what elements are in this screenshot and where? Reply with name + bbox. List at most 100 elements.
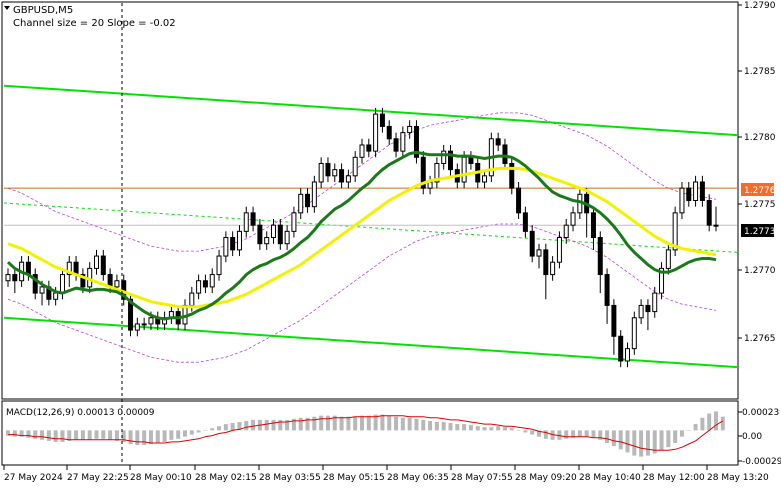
candlestick-series[interactable] [5, 107, 719, 368]
candle-body [271, 224, 276, 239]
candle-body [413, 125, 419, 158]
macd-bar [428, 420, 433, 431]
time-tick: 28 May 12:00 [643, 473, 705, 483]
macd-bar [271, 419, 276, 431]
macd-bar [251, 419, 256, 431]
channel-lower-line [3, 316, 738, 369]
candle-body [250, 212, 256, 226]
time-tick: 28 May 07:55 [451, 473, 513, 483]
candle-body [100, 255, 106, 276]
macd-bar [353, 416, 358, 431]
macd-bar [407, 417, 412, 431]
candle [625, 342, 630, 368]
candle [652, 286, 658, 318]
candle-body [645, 304, 651, 313]
dropdown-arrow-icon[interactable] [4, 6, 10, 10]
macd-bar [12, 430, 17, 437]
candle-body [128, 298, 134, 331]
macd-bar [26, 430, 31, 438]
macd-bar [121, 430, 126, 442]
candle-body [482, 175, 488, 183]
candle [529, 225, 535, 263]
candle [665, 243, 671, 275]
candle-body [373, 113, 379, 152]
candle [5, 268, 11, 287]
macd-bar [448, 423, 453, 431]
macd-bar [169, 430, 174, 440]
macd-bar [210, 428, 215, 431]
macd-bar [203, 430, 208, 431]
candle [366, 138, 372, 158]
candle-body [550, 261, 556, 276]
time-tick: 27 May 22:25 [67, 473, 129, 483]
macd-panel-frame [1, 400, 739, 466]
macd-bar [346, 416, 351, 431]
macd-bar [605, 430, 610, 443]
candle [441, 144, 447, 170]
macd-bar [176, 430, 181, 439]
macd-bar [720, 416, 725, 431]
candle-body [379, 113, 385, 127]
macd-bar [94, 430, 99, 439]
candle [94, 249, 99, 275]
macd-bar [673, 430, 678, 443]
candle-body [672, 212, 678, 251]
macd-bar [264, 419, 269, 431]
macd-bar [700, 417, 705, 431]
current-price-label: 1.2773 [741, 224, 776, 237]
time-tick: 28 May 02:15 [195, 473, 257, 483]
macd-bar [666, 430, 671, 448]
candle [563, 219, 569, 244]
macd-bar [496, 426, 501, 431]
candle [482, 169, 488, 189]
macd-bar [87, 430, 92, 440]
macd-bar [339, 416, 344, 431]
candle [291, 206, 297, 238]
level-price-label: 1.2776 [741, 183, 776, 196]
macd-bar [618, 430, 623, 450]
candle-body [597, 237, 603, 276]
candle [325, 157, 331, 182]
candle [502, 138, 508, 170]
macd-tick: 0.00 [742, 432, 762, 442]
time-tick: 28 May 13:20 [707, 473, 769, 483]
candle-body [284, 230, 290, 245]
candle [679, 181, 685, 220]
macd-bar [285, 419, 290, 431]
envelope-upper [7, 112, 717, 252]
candle-body [359, 144, 365, 158]
ma-slow-line [7, 166, 717, 309]
macd-bar [114, 430, 119, 441]
candle-body [590, 212, 596, 239]
macd-bar [584, 430, 589, 437]
candle [693, 175, 699, 207]
svg-text:1.2773: 1.2773 [744, 227, 776, 237]
candle-body [522, 212, 528, 232]
candle [46, 280, 52, 306]
macd-bar [645, 430, 650, 456]
candle-body [134, 323, 140, 331]
macd-bar [598, 430, 603, 440]
candle [468, 151, 474, 170]
macd-bar [571, 430, 576, 438]
candle-body [679, 187, 685, 214]
macd-bar [128, 430, 133, 445]
candle [168, 305, 174, 324]
candle [495, 132, 501, 152]
candle-body [196, 280, 202, 294]
macd-series [6, 411, 725, 457]
macd-bar [67, 430, 72, 441]
candle-body [264, 237, 270, 245]
candle [250, 206, 256, 232]
candle-body [366, 144, 372, 152]
macd-bar [380, 414, 385, 431]
candle [223, 231, 229, 263]
candle [659, 262, 665, 300]
candle [202, 274, 208, 294]
macd-bar [148, 430, 153, 445]
candle-body [66, 261, 72, 276]
macd-bar [707, 413, 712, 431]
candle [352, 151, 358, 182]
